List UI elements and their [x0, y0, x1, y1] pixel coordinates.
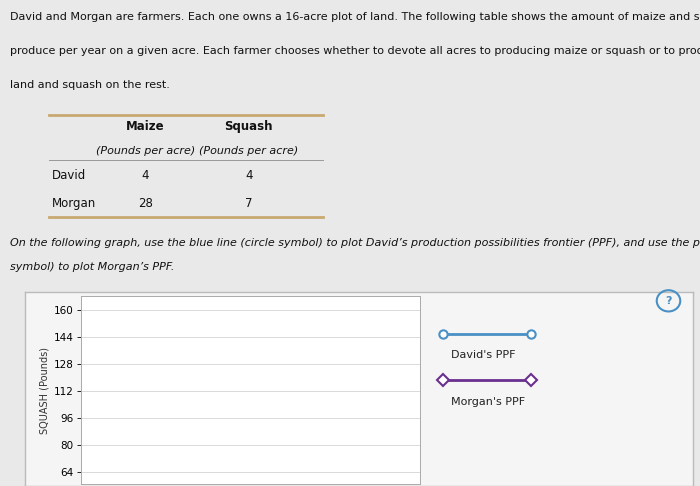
Text: David's PPF: David's PPF [451, 350, 515, 360]
Text: produce per year on a given acre. Each farmer chooses whether to devote all acre: produce per year on a given acre. Each f… [10, 46, 700, 56]
Text: land and squash on the rest.: land and squash on the rest. [10, 80, 170, 90]
Text: Squash: Squash [225, 121, 273, 133]
Text: 4: 4 [142, 169, 149, 182]
Text: Maize: Maize [126, 121, 165, 133]
Text: 7: 7 [245, 197, 253, 210]
Text: Morgan's PPF: Morgan's PPF [451, 397, 525, 407]
Text: David and Morgan are farmers. Each one owns a 16-acre plot of land. The followin: David and Morgan are farmers. Each one o… [10, 12, 700, 22]
Text: David: David [52, 169, 87, 182]
Text: symbol) to plot Morgan’s PPF.: symbol) to plot Morgan’s PPF. [10, 262, 175, 273]
Text: (Pounds per acre): (Pounds per acre) [199, 146, 298, 156]
Y-axis label: SQUASH (Pounds): SQUASH (Pounds) [39, 347, 50, 434]
Text: Morgan: Morgan [52, 197, 97, 210]
Text: 28: 28 [138, 197, 153, 210]
Text: 4: 4 [245, 169, 253, 182]
Text: ?: ? [665, 296, 672, 306]
Text: On the following graph, use the blue line (circle symbol) to plot David’s produc: On the following graph, use the blue lin… [10, 238, 700, 248]
Text: (Pounds per acre): (Pounds per acre) [96, 146, 195, 156]
